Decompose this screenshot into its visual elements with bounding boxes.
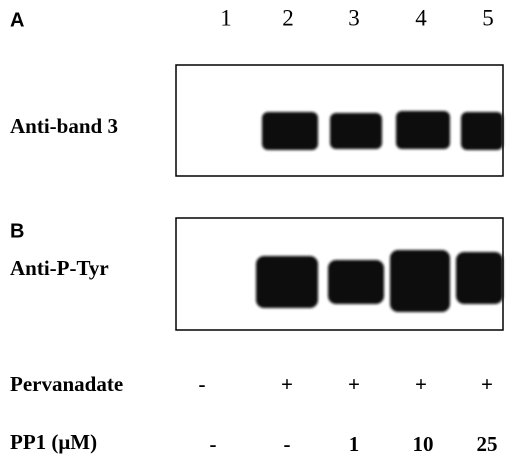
- panel-letter: A: [10, 9, 24, 31]
- figure: 1 2 3 4 5 A Anti-band 3 B Anti-P-Tyr Per…: [0, 0, 514, 462]
- condition-value: 25: [477, 432, 498, 456]
- condition-value: -: [199, 372, 206, 396]
- lane-number: 1: [220, 5, 232, 30]
- condition-value: -: [284, 432, 291, 456]
- condition-value: +: [348, 372, 360, 396]
- condition-value: +: [281, 372, 293, 396]
- panel-label: Anti-band 3: [10, 114, 118, 138]
- lane-number: 2: [282, 5, 294, 30]
- lane-number: 4: [415, 5, 427, 30]
- condition-value: 10: [413, 432, 434, 456]
- condition-label: Pervanadate: [10, 372, 123, 396]
- panel-letter: B: [10, 220, 24, 242]
- condition-value: 1: [349, 432, 360, 456]
- panel-label: Anti-P-Tyr: [10, 256, 109, 280]
- condition-label: PP1 (μM): [10, 430, 97, 454]
- lane-number: 3: [348, 5, 360, 30]
- condition-value: +: [415, 372, 427, 396]
- condition-value: -: [210, 432, 217, 456]
- lane-number: 5: [482, 5, 494, 30]
- condition-value: +: [481, 372, 493, 396]
